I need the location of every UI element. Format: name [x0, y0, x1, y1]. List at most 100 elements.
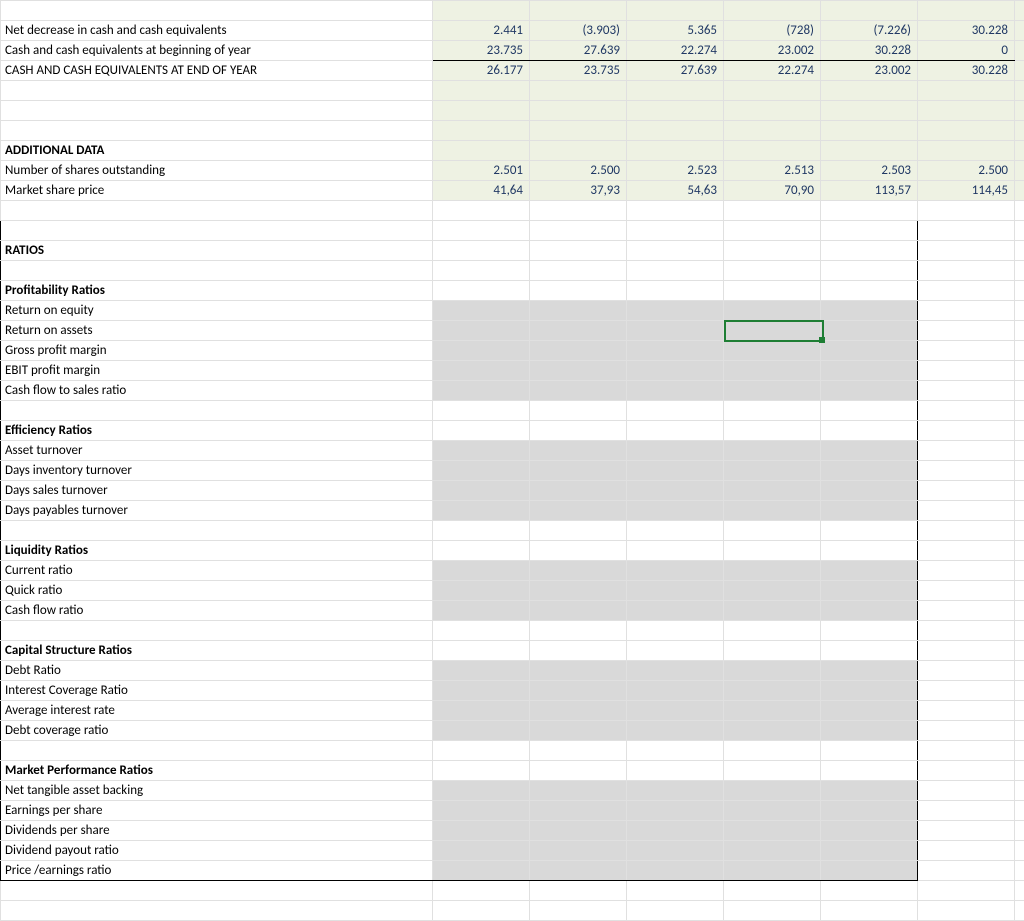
cell-value[interactable]	[918, 861, 1015, 881]
cell-value[interactable]	[821, 901, 918, 921]
cell-value[interactable]	[821, 581, 918, 601]
cell-value[interactable]: (728)	[724, 21, 821, 41]
cell-value[interactable]	[433, 721, 530, 741]
row-label[interactable]	[1, 901, 433, 921]
cell-value[interactable]	[627, 841, 724, 861]
table-row[interactable]: Asset turnover	[1, 441, 1024, 461]
cell-value[interactable]	[433, 301, 530, 321]
cell-value[interactable]	[724, 321, 821, 341]
cell-value[interactable]	[530, 541, 627, 561]
cell-value[interactable]	[918, 761, 1015, 781]
cell-value[interactable]	[821, 741, 918, 761]
cell-value[interactable]	[821, 721, 918, 741]
cell-value[interactable]	[530, 201, 627, 221]
cell-tail[interactable]	[1015, 681, 1024, 701]
cell-value[interactable]: 2.513	[724, 161, 821, 181]
cell-value[interactable]	[627, 201, 724, 221]
cell-value[interactable]	[530, 461, 627, 481]
cell-tail[interactable]	[1015, 201, 1024, 221]
table-row[interactable]	[1, 121, 1024, 141]
cell-value[interactable]	[530, 701, 627, 721]
cell-value[interactable]: 2.523	[627, 161, 724, 181]
cell-value[interactable]	[724, 881, 821, 901]
cell-value[interactable]	[433, 281, 530, 301]
cell-value[interactable]	[821, 561, 918, 581]
cell-tail[interactable]	[1015, 601, 1024, 621]
cell-value[interactable]: 70,90	[724, 181, 821, 201]
cell-value[interactable]	[530, 781, 627, 801]
table-row[interactable]: Cash flow to sales ratio	[1, 381, 1024, 401]
cell-value[interactable]	[530, 101, 627, 121]
cell-value[interactable]	[724, 781, 821, 801]
cell-value[interactable]	[918, 741, 1015, 761]
cell-value[interactable]	[821, 261, 918, 281]
cell-value[interactable]	[530, 421, 627, 441]
cell-value[interactable]	[530, 761, 627, 781]
cell-value[interactable]	[627, 441, 724, 461]
cell-value[interactable]: 27.639	[530, 41, 627, 61]
cell-value[interactable]	[627, 101, 724, 121]
cell-value[interactable]	[530, 501, 627, 521]
cell-value[interactable]	[627, 221, 724, 241]
row-label[interactable]: Dividend payout ratio	[1, 841, 433, 861]
cell-value[interactable]	[433, 221, 530, 241]
cell-tail[interactable]	[1015, 21, 1024, 41]
row-label[interactable]: RATIOS	[1, 241, 433, 261]
cell-value[interactable]	[433, 521, 530, 541]
cell-value[interactable]	[821, 341, 918, 361]
cell-value[interactable]: 113,57	[821, 181, 918, 201]
cell-value[interactable]: 2.503	[821, 161, 918, 181]
cell-value[interactable]	[433, 241, 530, 261]
cell-value[interactable]	[627, 821, 724, 841]
cell-value[interactable]	[627, 541, 724, 561]
cell-value[interactable]	[530, 861, 627, 881]
cell-value[interactable]	[821, 821, 918, 841]
cell-value[interactable]	[530, 741, 627, 761]
cell-value[interactable]	[530, 241, 627, 261]
cell-value[interactable]	[433, 901, 530, 921]
table-row[interactable]: Days sales turnover	[1, 481, 1024, 501]
cell-tail[interactable]	[1015, 81, 1024, 101]
cell-value[interactable]: 30.228	[821, 41, 918, 61]
cell-value[interactable]	[433, 321, 530, 341]
row-label[interactable]: EBIT profit margin	[1, 361, 433, 381]
cell-tail[interactable]	[1015, 701, 1024, 721]
row-label[interactable]	[1, 81, 433, 101]
cell-value[interactable]	[530, 901, 627, 921]
cell-value[interactable]	[627, 521, 724, 541]
cell-value[interactable]	[433, 641, 530, 661]
cell-value[interactable]	[724, 521, 821, 541]
row-label[interactable]: Capital Structure Ratios	[1, 641, 433, 661]
cell-value[interactable]	[724, 421, 821, 441]
table-row[interactable]: Liquidity Ratios	[1, 541, 1024, 561]
cell-value[interactable]	[918, 321, 1015, 341]
row-label[interactable]: Gross profit margin	[1, 341, 433, 361]
cell-tail[interactable]	[1015, 381, 1024, 401]
cell-value[interactable]	[627, 861, 724, 881]
cell-value[interactable]: 23.735	[530, 61, 627, 81]
cell-tail[interactable]	[1015, 721, 1024, 741]
table-row[interactable]	[1, 261, 1024, 281]
cell-value[interactable]	[433, 341, 530, 361]
cell-value[interactable]	[433, 421, 530, 441]
table-row[interactable]: Days inventory turnover	[1, 461, 1024, 481]
row-label[interactable]	[1, 1, 433, 21]
cell-value[interactable]: (7.226)	[821, 21, 918, 41]
cell-value[interactable]	[724, 501, 821, 521]
cell-value[interactable]	[530, 721, 627, 741]
cell-value[interactable]	[918, 241, 1015, 261]
cell-value[interactable]	[724, 761, 821, 781]
cell-value[interactable]	[530, 581, 627, 601]
cell-value[interactable]	[724, 541, 821, 561]
cell-value[interactable]	[433, 141, 530, 161]
cell-tail[interactable]	[1015, 41, 1024, 61]
table-row[interactable]: Gross profit margin	[1, 341, 1024, 361]
cell-value[interactable]	[724, 901, 821, 921]
cell-value[interactable]	[530, 621, 627, 641]
cell-tail[interactable]	[1015, 481, 1024, 501]
cell-tail[interactable]	[1015, 901, 1024, 921]
cell-value[interactable]	[530, 801, 627, 821]
cell-value[interactable]	[821, 241, 918, 261]
cell-value[interactable]	[627, 581, 724, 601]
cell-value[interactable]	[724, 341, 821, 361]
